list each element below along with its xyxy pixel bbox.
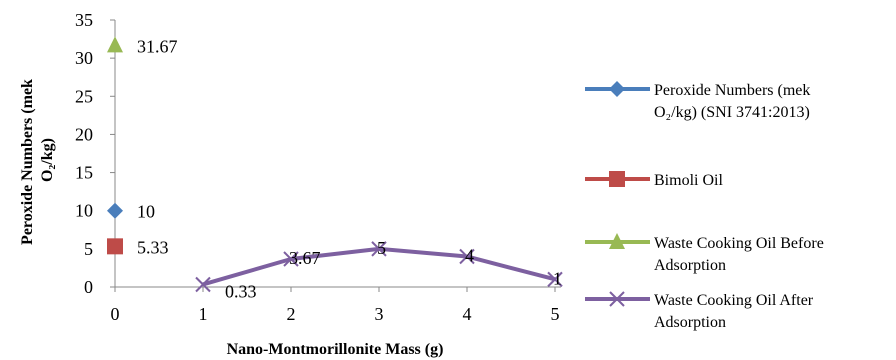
y-tick-label: 5	[84, 239, 93, 259]
legend-marker	[609, 171, 625, 187]
x-tick-label: 0	[111, 304, 120, 324]
legend-label-line: Peroxide Numbers (mek	[654, 82, 810, 99]
data-point	[107, 238, 123, 255]
legend: Peroxide Numbers (mek O₂/kg) (SNI 3741:20…	[585, 81, 824, 331]
data-labels: 10 5.33 31.67 0.33 3.67 5 4 1	[137, 36, 562, 301]
legend-label: Waste Cooking Oil After Adsorption	[654, 292, 814, 331]
series-2	[107, 238, 123, 255]
data-point	[547, 271, 563, 288]
legend-label-line: O₂/kg) (SNI 3741:2013)	[654, 104, 810, 121]
legend-label: Bimoli Oil	[654, 172, 723, 189]
data-label: 1	[553, 268, 562, 288]
series-layer	[107, 36, 563, 293]
legend-label: Waste Cooking Oil Before Adsorption	[654, 235, 824, 274]
legend-label-line: Bimoli Oil	[654, 172, 723, 189]
data-point	[107, 202, 123, 219]
data-label: 5	[377, 238, 386, 258]
x-tick-label: 1	[199, 304, 208, 324]
legend-marker	[609, 291, 625, 307]
y-tick-label: 25	[75, 86, 93, 106]
y-axis-title-line-2: O₂/kg)	[39, 138, 56, 182]
series-3	[107, 36, 123, 53]
x-tick-label: 3	[375, 304, 384, 324]
y-tick-label: 30	[75, 48, 93, 68]
data-point	[107, 36, 123, 53]
data-label: 31.67	[137, 36, 178, 56]
y-tick-label: 15	[75, 163, 93, 183]
legend-label-line: Adsorption	[654, 314, 726, 331]
y-ticks: 0 5 10 15 20 25 30 35	[75, 10, 115, 297]
x-tick-label: 4	[463, 304, 472, 324]
y-tick-label: 20	[75, 124, 93, 144]
legend-entry: Waste Cooking Oil After Adsorption	[585, 291, 814, 331]
data-point	[283, 251, 299, 267]
x-ticks: 0 1 2 3 4 5	[111, 287, 560, 324]
legend-marker	[609, 81, 625, 97]
y-tick-label: 0	[84, 277, 93, 297]
data-label: 4	[465, 245, 474, 265]
y-axis-title: Peroxide Numbers (mek O₂/kg)	[19, 75, 56, 245]
legend-label-line: Waste Cooking Oil After	[654, 292, 814, 309]
legend-entry: Peroxide Numbers (mek O₂/kg) (SNI 3741:20…	[585, 81, 810, 121]
x-tick-label: 5	[551, 304, 560, 324]
data-point	[459, 248, 475, 265]
data-point	[371, 241, 387, 257]
data-label: 3.67	[289, 248, 321, 268]
data-label: 5.33	[137, 237, 169, 257]
legend-entry: Bimoli Oil	[585, 171, 723, 189]
series-1	[107, 202, 123, 219]
y-tick-label: 10	[75, 201, 93, 221]
legend-label-line: Adsorption	[654, 257, 726, 274]
y-tick-label: 35	[75, 10, 93, 30]
y-axis-title-line-1: Peroxide Numbers (mek	[19, 79, 36, 245]
legend-entry: Waste Cooking Oil Before Adsorption	[585, 233, 824, 274]
x-axis-title: Nano-Montmorillonite Mass (g)	[227, 341, 444, 358]
series-4	[195, 241, 563, 293]
data-label: 0.33	[225, 281, 257, 301]
x-tick-label: 2	[287, 304, 296, 324]
data-point	[195, 276, 211, 293]
legend-marker	[609, 233, 625, 249]
legend-label: Peroxide Numbers (mek O₂/kg) (SNI 3741:20…	[654, 82, 810, 121]
data-label: 10	[137, 202, 155, 222]
legend-label-line: Waste Cooking Oil Before	[654, 235, 824, 252]
